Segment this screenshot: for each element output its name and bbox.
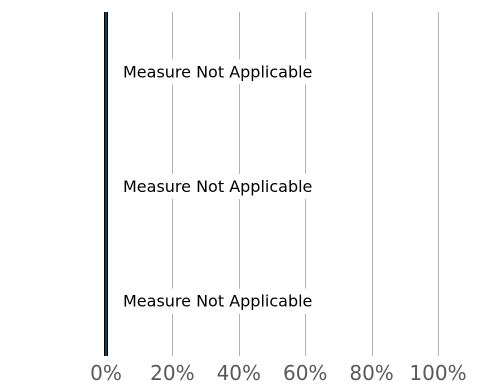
x-tick-label-80: 80%	[349, 361, 393, 385]
x-tick-label-40: 40%	[217, 361, 261, 385]
x-tick-label-20: 20%	[150, 361, 194, 385]
x-tick-label-0: 0%	[90, 361, 122, 385]
row-label-1: Measure Not Applicable	[123, 62, 312, 81]
row-label-background-1	[121, 59, 315, 85]
row-label-3: Measure Not Applicable	[123, 292, 312, 311]
row-label-2: Measure Not Applicable	[123, 177, 312, 196]
row-label-background-3	[121, 288, 315, 314]
x-tick-labels: 0% 20% 40% 60% 80% 100%	[90, 361, 466, 385]
x-tick-label-60: 60%	[283, 361, 327, 385]
row-label-background-2	[121, 174, 315, 199]
row-labels: Measure Not Applicable Measure Not Applic…	[121, 59, 315, 314]
x-tick-label-100: 100%	[409, 361, 466, 385]
